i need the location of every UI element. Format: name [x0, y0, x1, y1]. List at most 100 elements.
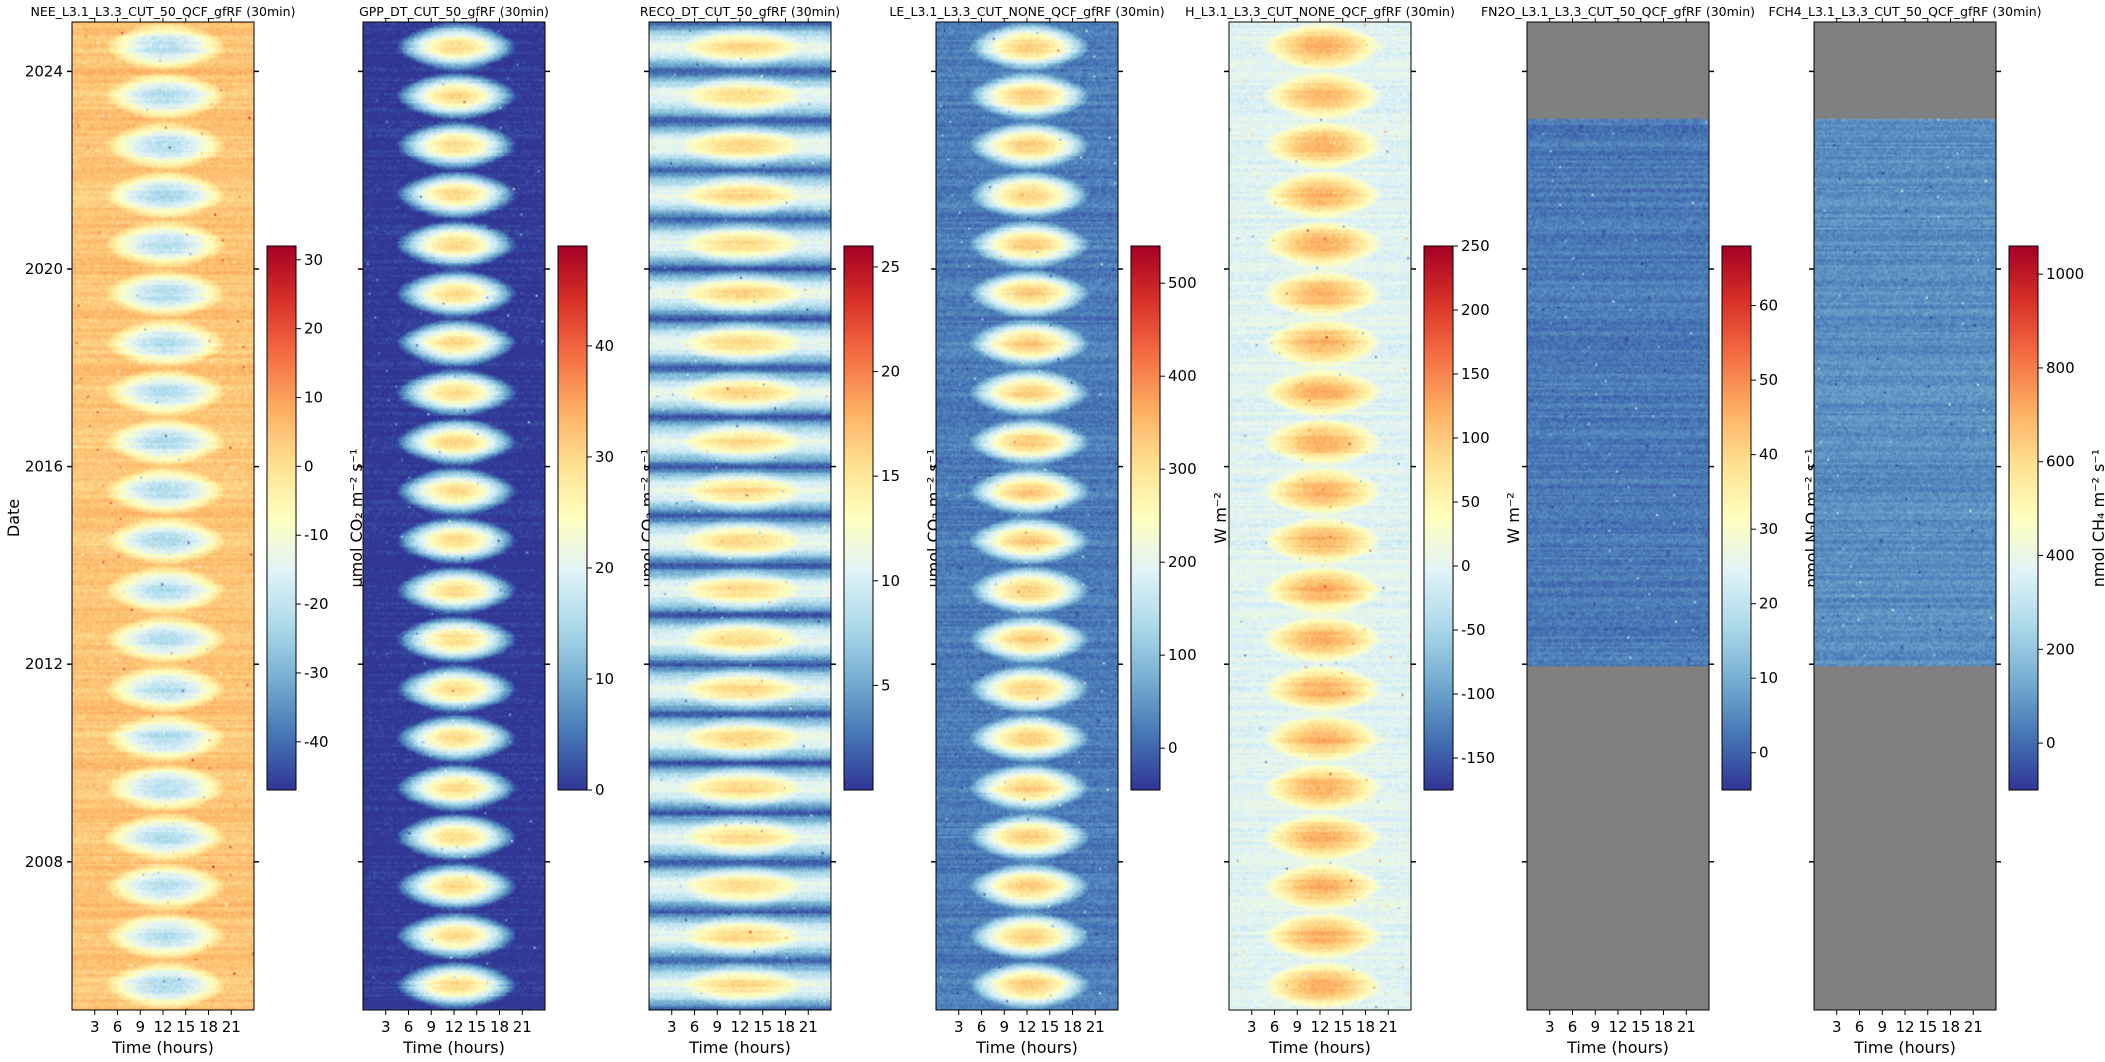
- hour-axis-label: Time (hours): [402, 1038, 505, 1057]
- panel-title: GPP_DT_CUT_50_gfRF (30min): [359, 4, 549, 19]
- panels: NEE_L3.1_L3.3_CUT_50_QCF_gfRF (30min)3 6 9…: [25, 4, 2105, 1057]
- panel-title: FN2O_L3.1_L3.3_CUT_50_QCF_gfRF (30min): [1481, 4, 1755, 19]
- panel-6: FCH4_L3.1_L3.3_CUT_50_QCF_gfRF (30min)3 6…: [1768, 4, 2105, 1057]
- colorbar-tick-label: -100: [1461, 685, 1495, 703]
- colorbar-tick-label: 250: [1461, 237, 1490, 255]
- hour-tick-label: 21: [799, 1018, 818, 1036]
- colorbar-tick-label: -150: [1461, 749, 1495, 767]
- colorbar-tick-label: 5: [881, 676, 891, 694]
- hour-tick-label: 21: [513, 1018, 532, 1036]
- hour-tick-label: 12: [730, 1018, 749, 1036]
- panel-title: RECO_DT_CUT_50_gfRF (30min): [640, 4, 840, 19]
- hour-tick-label: 15: [176, 1018, 195, 1036]
- date-axis-label: Date: [4, 499, 23, 537]
- hour-tick-label: 3: [667, 1018, 677, 1036]
- hour-tick-label: 15: [1918, 1018, 1937, 1036]
- colorbar-tick-label: 100: [1168, 646, 1197, 664]
- colorbar-label: nmol CH₄ m⁻² s⁻¹: [2089, 449, 2105, 587]
- hour-tick-label: 12: [1608, 1018, 1627, 1036]
- colorbar-tick-label: 400: [1168, 367, 1197, 385]
- hour-tick-label: 21: [1964, 1018, 1983, 1036]
- colorbar-tick-label: 60: [1759, 297, 1778, 315]
- hour-tick-label: 21: [1086, 1018, 1105, 1036]
- date-tick-label: 2012: [25, 655, 63, 673]
- heatmap-raster: [1527, 22, 1709, 1010]
- colorbar-tick-label: 40: [595, 337, 614, 355]
- colorbar: [843, 245, 874, 791]
- hour-tick-label: 3: [1247, 1018, 1257, 1036]
- hour-tick-label: 12: [444, 1018, 463, 1036]
- hour-tick-label: 21: [222, 1018, 241, 1036]
- colorbar-tick-label: 0: [2046, 734, 2056, 752]
- hour-tick-label: 15: [1631, 1018, 1650, 1036]
- hour-tick-label: 6: [1270, 1018, 1280, 1036]
- hour-tick-label: 18: [1063, 1018, 1082, 1036]
- colorbar-tick-label: 500: [1168, 274, 1197, 292]
- hour-tick-label: 9: [1292, 1018, 1302, 1036]
- hour-tick-label: 15: [467, 1018, 486, 1036]
- colorbar-label: μmol CO₂ m⁻² s⁻¹: [347, 448, 366, 587]
- hour-tick-label: 15: [753, 1018, 772, 1036]
- hour-tick-label: 9: [712, 1018, 722, 1036]
- hour-tick-label: 18: [1356, 1018, 1375, 1036]
- colorbar: [1721, 245, 1752, 791]
- colorbar-tick-label: 400: [2046, 547, 2075, 565]
- colorbar-tick-label: -10: [304, 526, 329, 544]
- heatmap-raster: [363, 22, 545, 1010]
- hour-tick-label: 18: [1654, 1018, 1673, 1036]
- colorbar: [557, 245, 588, 791]
- hour-tick-label: 6: [1855, 1018, 1865, 1036]
- colorbar-tick-label: 1000: [2046, 265, 2084, 283]
- colorbar-tick-label: 25: [881, 258, 900, 276]
- panel-5: FN2O_L3.1_L3.3_CUT_50_QCF_gfRF (30min)3 6…: [1481, 4, 1821, 1057]
- panel-title: H_L3.1_L3.3_CUT_NONE_QCF_gfRF (30min): [1185, 4, 1455, 19]
- colorbar-tick-label: -40: [304, 733, 329, 751]
- hour-tick-label: 9: [1590, 1018, 1600, 1036]
- colorbar-tick-label: 10: [1759, 669, 1778, 687]
- colorbar: [266, 245, 297, 791]
- hour-tick-label: 6: [1568, 1018, 1578, 1036]
- heatmap-raster: [936, 22, 1118, 1010]
- hour-axis-label: Time (hours): [1853, 1038, 1956, 1057]
- colorbar-tick-label: 200: [1168, 553, 1197, 571]
- colorbar-tick-label: 0: [304, 457, 314, 475]
- hour-tick-label: 18: [776, 1018, 795, 1036]
- hour-tick-label: 3: [1545, 1018, 1555, 1036]
- panel-0: NEE_L3.1_L3.3_CUT_50_QCF_gfRF (30min) 3 6 9…: [25, 4, 366, 1057]
- heatmap-raster: [649, 22, 831, 1010]
- hour-tick-label: 6: [404, 1018, 414, 1036]
- hour-axis-label: Time (hours): [688, 1038, 791, 1057]
- hour-tick-label: 3: [1832, 1018, 1842, 1036]
- colorbar-tick-label: -20: [304, 595, 329, 613]
- hour-tick-label: 9: [999, 1018, 1009, 1036]
- colorbar-tick-label: 20: [304, 320, 323, 338]
- colorbar-tick-label: 30: [595, 448, 614, 466]
- hour-tick-label: 6: [113, 1018, 123, 1036]
- colorbar: [2008, 245, 2039, 791]
- date-tick-label: 2020: [25, 260, 63, 278]
- colorbar-tick-label: 800: [2046, 359, 2075, 377]
- hour-tick-label: 15: [1040, 1018, 1059, 1036]
- date-tick-label: 2016: [25, 458, 63, 476]
- colorbar: [1130, 245, 1161, 791]
- hour-tick-label: 9: [426, 1018, 436, 1036]
- colorbar-tick-label: 20: [1759, 595, 1778, 613]
- colorbar-tick-label: 30: [304, 251, 323, 269]
- colorbar-tick-label: 100: [1461, 429, 1490, 447]
- hour-tick-label: 6: [690, 1018, 700, 1036]
- hour-tick-label: 18: [199, 1018, 218, 1036]
- colorbar-tick-label: 0: [1168, 739, 1178, 757]
- colorbar: [1423, 245, 1454, 791]
- colorbar-tick-label: 200: [1461, 301, 1490, 319]
- date-tick-label: 2008: [25, 853, 63, 871]
- colorbar-label: W m⁻²: [1211, 492, 1230, 543]
- colorbar-tick-label: 600: [2046, 453, 2075, 471]
- hour-tick-label: 3: [90, 1018, 100, 1036]
- hour-tick-label: 9: [135, 1018, 145, 1036]
- colorbar-tick-label: 30: [1759, 520, 1778, 538]
- colorbar-tick-label: 0: [595, 781, 605, 799]
- panel-1: GPP_DT_CUT_50_gfRF (30min) 3 6 9 12 15 18 21 Tim…: [358, 4, 657, 1057]
- colorbar-tick-label: 10: [304, 388, 323, 406]
